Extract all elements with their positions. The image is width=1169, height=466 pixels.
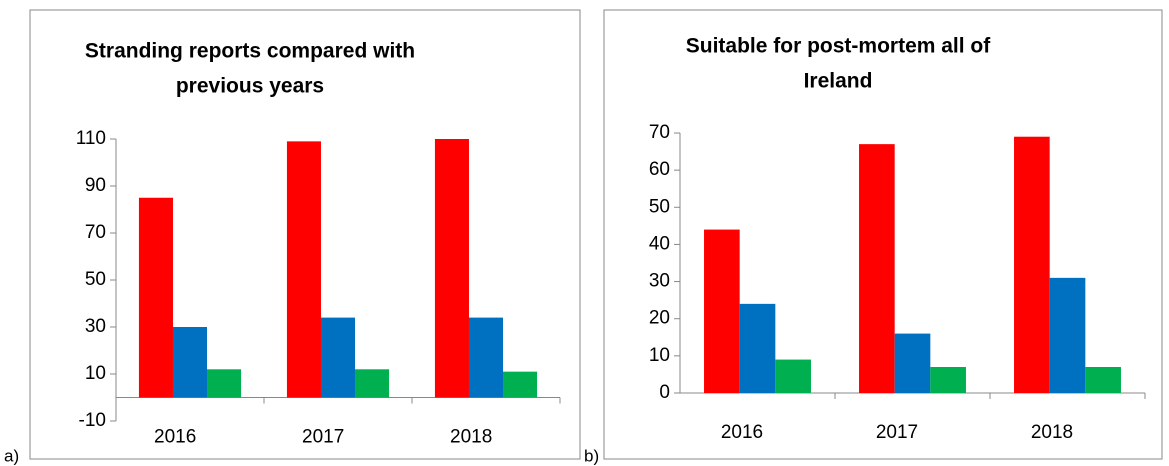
bar xyxy=(503,371,538,398)
bar xyxy=(286,141,321,398)
bar xyxy=(894,333,931,393)
x-tick-label: 2016 xyxy=(154,427,196,448)
chart-title: Suitable for post-mortem all of xyxy=(686,35,992,58)
chart-frame xyxy=(29,9,581,460)
bar xyxy=(468,317,504,398)
x-tick-label: 2018 xyxy=(450,427,492,448)
y-tick-label: -10 xyxy=(79,410,106,431)
chart-title: previous years xyxy=(176,75,324,98)
y-tick-label: 10 xyxy=(649,345,670,366)
chart-title: Ireland xyxy=(804,70,873,93)
x-tick-label: 2017 xyxy=(302,427,344,448)
y-tick-label: 70 xyxy=(649,122,670,143)
panel-label: a) xyxy=(4,446,19,465)
x-tick-label: 2016 xyxy=(721,422,763,443)
x-tick-label: 2017 xyxy=(876,422,918,443)
y-tick-label: 20 xyxy=(649,308,670,329)
bar xyxy=(930,367,966,393)
y-tick-label: 110 xyxy=(76,128,106,149)
bar xyxy=(775,359,811,393)
panel-label: b) xyxy=(584,446,599,465)
bar xyxy=(172,327,208,398)
y-tick-label: 50 xyxy=(85,269,106,290)
bar xyxy=(138,197,173,398)
bar xyxy=(739,303,776,393)
bar xyxy=(355,369,390,398)
bar xyxy=(207,369,242,398)
bar xyxy=(1049,277,1086,393)
bar xyxy=(1085,367,1121,393)
bar xyxy=(859,144,895,393)
bar xyxy=(434,139,469,398)
y-tick-label: 0 xyxy=(659,382,670,403)
bar xyxy=(1014,136,1050,393)
y-tick-label: 30 xyxy=(649,271,670,292)
chart-frame xyxy=(603,9,1163,460)
x-tick-label: 2018 xyxy=(1031,422,1073,443)
bar xyxy=(704,229,740,393)
y-tick-label: 10 xyxy=(85,363,106,384)
y-tick-label: 70 xyxy=(85,222,106,243)
y-tick-label: 60 xyxy=(649,159,670,180)
y-tick-label: 50 xyxy=(649,196,670,217)
y-tick-label: 90 xyxy=(85,175,106,196)
y-tick-label: 30 xyxy=(85,316,106,337)
bar xyxy=(320,317,356,398)
chart-title: Stranding reports compared with xyxy=(85,40,415,63)
y-tick-label: 40 xyxy=(649,233,670,254)
